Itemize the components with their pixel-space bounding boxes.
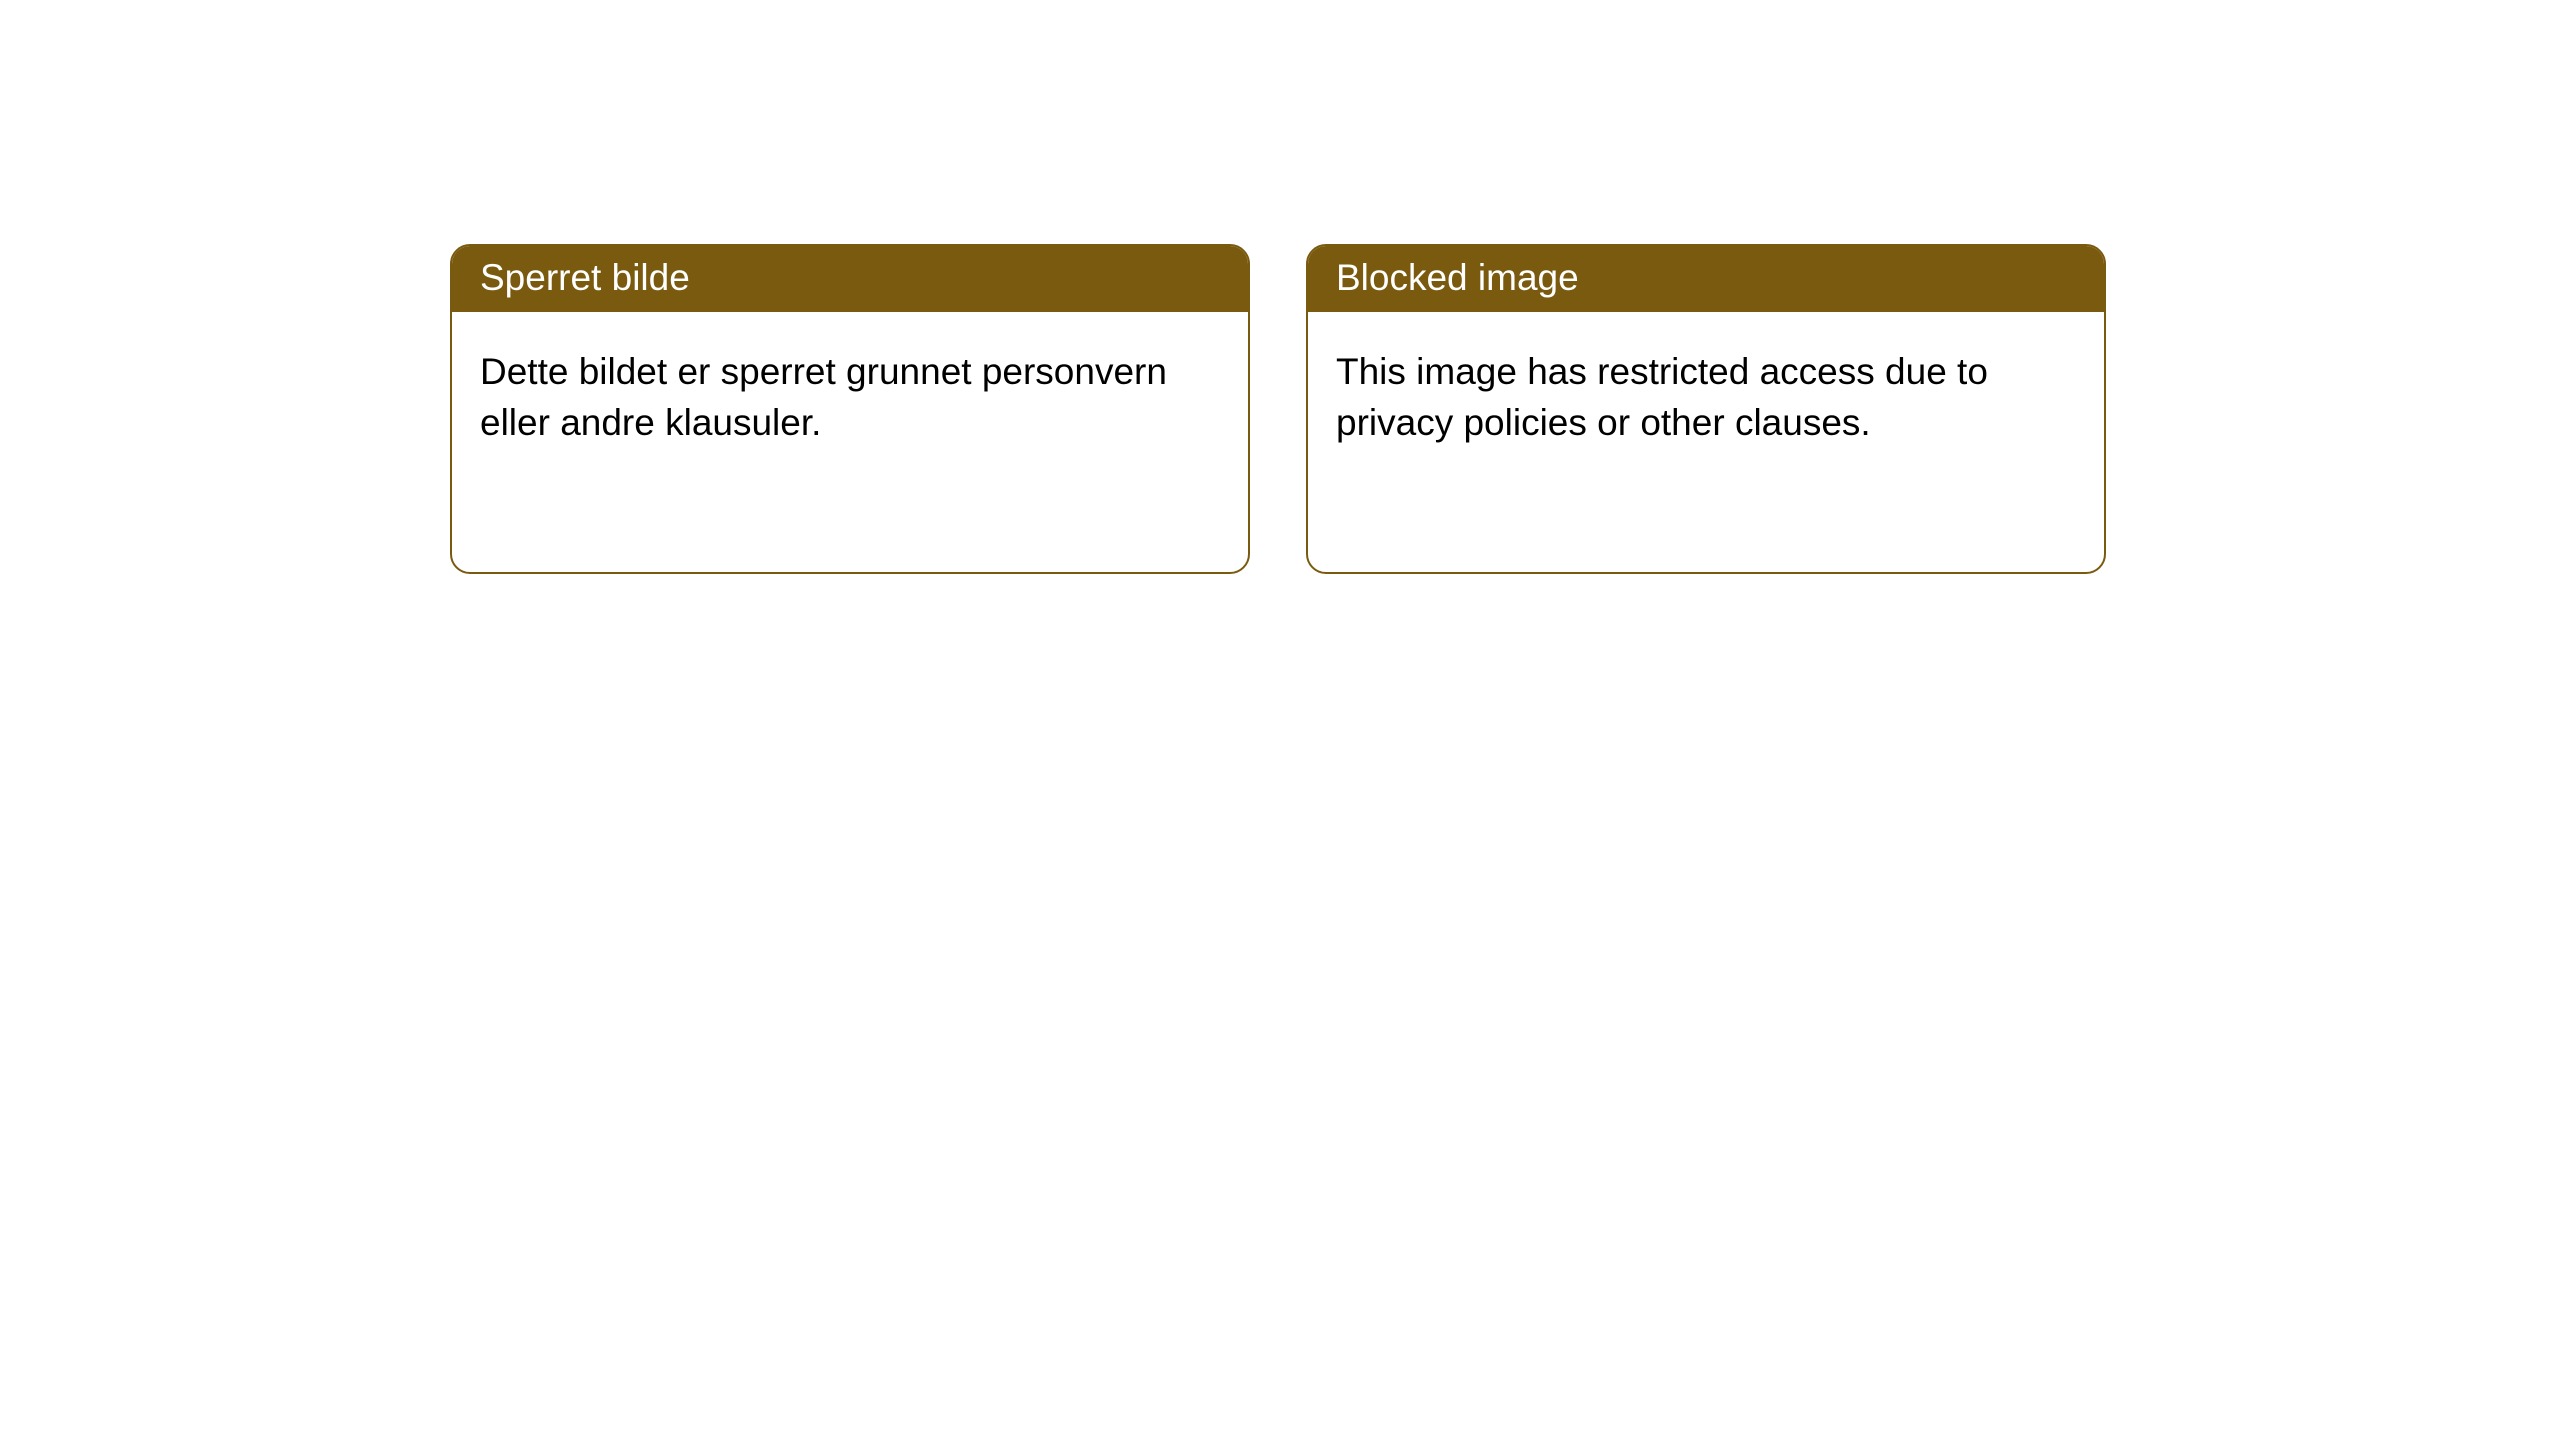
notice-card-no: Sperret bilde Dette bildet er sperret gr… bbox=[450, 244, 1250, 574]
notice-body-text-en: This image has restricted access due to … bbox=[1336, 351, 1988, 443]
notice-card-en: Blocked image This image has restricted … bbox=[1306, 244, 2106, 574]
notice-header-en: Blocked image bbox=[1308, 246, 2104, 312]
notice-title-no: Sperret bilde bbox=[480, 257, 690, 298]
notice-header-no: Sperret bilde bbox=[452, 246, 1248, 312]
notice-container: Sperret bilde Dette bildet er sperret gr… bbox=[0, 0, 2560, 574]
notice-title-en: Blocked image bbox=[1336, 257, 1579, 298]
notice-body-en: This image has restricted access due to … bbox=[1308, 312, 2104, 476]
notice-body-text-no: Dette bildet er sperret grunnet personve… bbox=[480, 351, 1167, 443]
notice-body-no: Dette bildet er sperret grunnet personve… bbox=[452, 312, 1248, 476]
